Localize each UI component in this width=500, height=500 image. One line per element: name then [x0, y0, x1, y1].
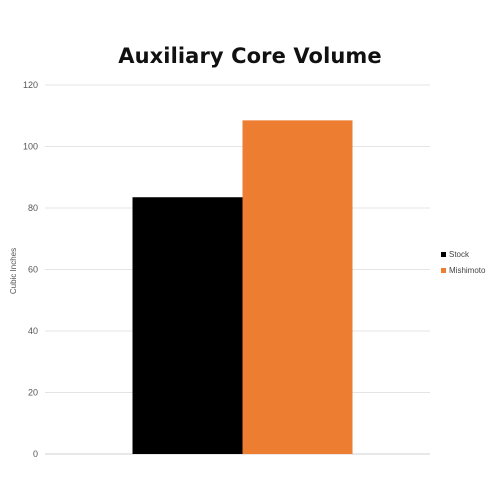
y-tick-label: 0: [33, 449, 38, 459]
y-tick-label: 20: [28, 388, 38, 398]
legend: Stock Mishimoto: [441, 250, 486, 275]
legend-swatch-stock: [441, 252, 446, 257]
bars: [132, 120, 353, 455]
legend-label-mishimoto: Mishimoto: [449, 266, 486, 275]
y-tick-label: 60: [28, 265, 38, 275]
bar-mishimoto: [242, 120, 353, 455]
y-tick-label: 120: [23, 80, 38, 90]
legend-label-stock: Stock: [449, 250, 470, 259]
bar-stock: [132, 197, 243, 455]
y-axis-label: Cubic Inches: [9, 248, 18, 294]
y-axis-ticks: 0 20 40 60 80 100 120: [23, 80, 38, 459]
y-tick-label: 100: [23, 142, 38, 152]
legend-swatch-mishimoto: [441, 268, 446, 273]
y-tick-label: 40: [28, 326, 38, 336]
chart-title: Auxiliary Core Volume: [118, 44, 382, 68]
y-tick-label: 80: [28, 203, 38, 213]
